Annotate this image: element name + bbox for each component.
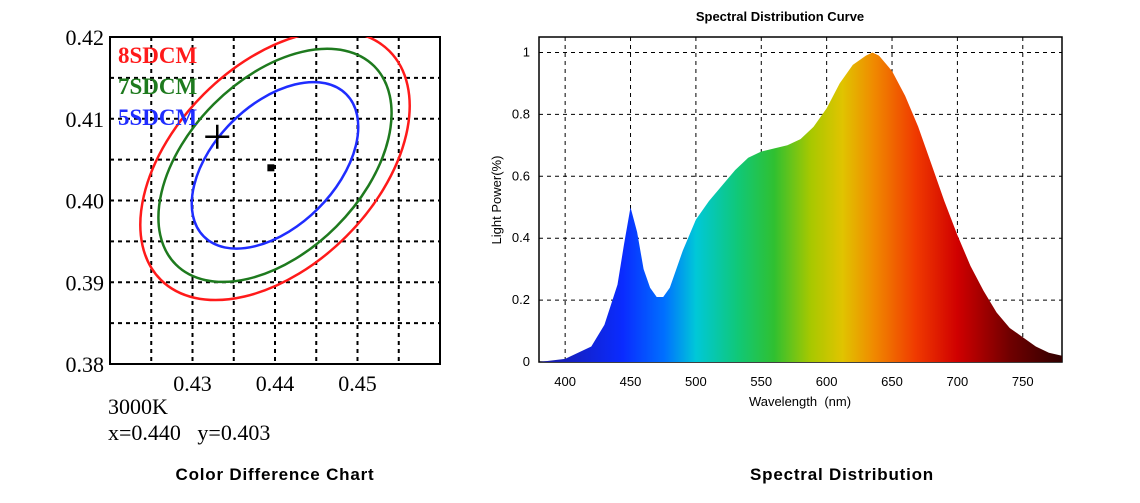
cd-x-tick-label: 0.43 — [173, 371, 212, 396]
cd-y-tick-label: 0.39 — [66, 270, 105, 295]
xy-coordinates-label: x=0.440 y=0.403 — [108, 420, 270, 445]
cd-x-tick-label: 0.44 — [256, 371, 295, 396]
center-point-marker — [267, 164, 275, 172]
legend-8sdcm: 8SDCM — [118, 43, 198, 68]
cd-y-tick-label: 0.38 — [66, 352, 105, 377]
sp-spectrum-area — [539, 52, 1062, 362]
sp-x-tick-label: 550 — [750, 374, 772, 389]
cd-caption: Color Difference Chart — [176, 465, 375, 484]
sp-y-tick-label: 1 — [523, 44, 530, 59]
sp-x-tick-label: 750 — [1012, 374, 1034, 389]
sp-y-tick-label: 0 — [523, 354, 530, 369]
sp-y-tick-label: 0.4 — [512, 230, 530, 245]
sp-y-tick-label: 0.6 — [512, 168, 530, 183]
cd-y-tick-label: 0.41 — [66, 107, 105, 132]
sp-x-tick-label: 450 — [620, 374, 642, 389]
sp-x-tick-label: 600 — [816, 374, 838, 389]
sp-x-tick-labels: 400 450 500 550 600 650 700 750 — [554, 374, 1033, 389]
cd-x-tick-label: 0.45 — [338, 371, 377, 396]
sp-x-tick-label: 500 — [685, 374, 707, 389]
cd-y-tick-labels: 0.42 0.41 0.40 0.39 0.38 — [66, 25, 105, 377]
ellipse-5sdcm — [190, 80, 360, 250]
cd-x-tick-labels: 0.43 0.44 0.45 — [173, 371, 377, 396]
spectral-distribution-chart: Spectral Distribution Curve 0 0.2 0.4 0.6 0.… — [489, 9, 1063, 484]
cross-marker — [205, 124, 230, 149]
sp-x-axis-label: Wavelength (nm) — [749, 394, 851, 409]
legend-7sdcm: 7SDCM — [118, 74, 198, 99]
sp-y-tick-label: 0.2 — [512, 292, 530, 307]
sp-y-tick-label: 0.8 — [512, 106, 530, 121]
cd-markers — [205, 124, 275, 172]
color-difference-chart: 8SDCM 7SDCM 5SDCM 0.42 0.41 0.40 0.39 0.38 0.4… — [66, 25, 441, 484]
sp-y-axis-label: Light Power(%) — [489, 156, 504, 245]
sp-x-tick-label: 700 — [947, 374, 969, 389]
sp-y-tick-labels: 0 0.2 0.4 0.6 0.8 1 — [512, 44, 530, 369]
sp-x-tick-label: 400 — [554, 374, 576, 389]
cct-label: 3000K — [108, 394, 168, 419]
sp-title: Spectral Distribution Curve — [696, 9, 864, 24]
ellipse-7sdcm — [157, 47, 393, 284]
ellipse-8sdcm — [139, 37, 411, 302]
cd-legend: 8SDCM 7SDCM 5SDCM — [118, 43, 198, 130]
cd-ellipses — [139, 37, 411, 302]
sp-caption: Spectral Distribution — [750, 465, 934, 484]
cd-y-tick-label: 0.42 — [66, 25, 105, 50]
cd-y-tick-label: 0.40 — [66, 189, 105, 214]
sp-x-tick-label: 650 — [881, 374, 903, 389]
legend-5sdcm: 5SDCM — [118, 105, 198, 130]
